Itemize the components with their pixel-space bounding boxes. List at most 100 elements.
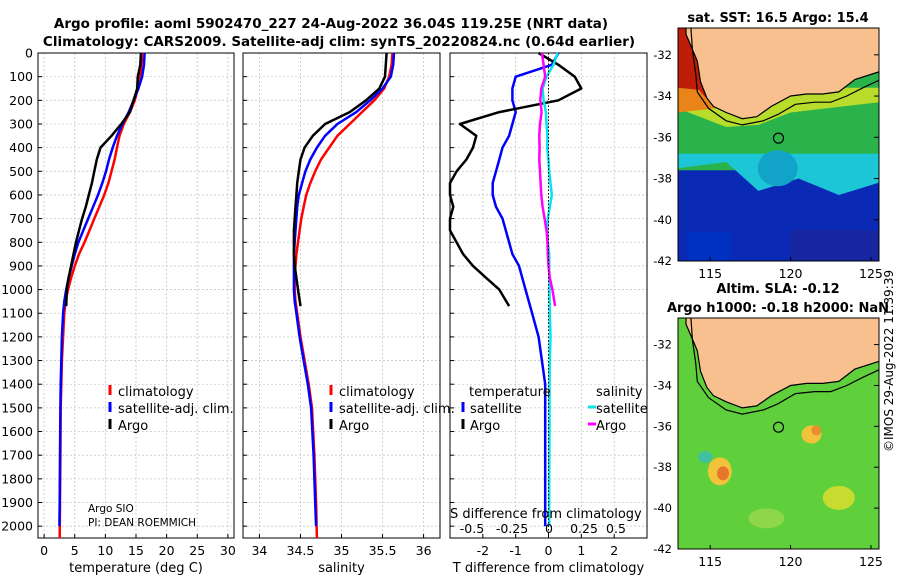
temperature-xtick-label: 15 [128, 543, 144, 558]
temperature-legend-label: satellite-adj. clim. [118, 402, 234, 417]
salinity-xtick-label: 34.5 [287, 543, 315, 558]
sst_map-ytick-label: -34 [653, 89, 672, 103]
sst_map-ytick-label: -32 [653, 48, 672, 62]
sla-hot-core-2 [811, 425, 822, 436]
depth-tick-label: 1800 [1, 471, 33, 486]
depth-tick-label: 500 [9, 164, 33, 179]
sst_map-ytick-label: -40 [653, 213, 672, 227]
difference-legend-s-title: salinity [596, 385, 643, 400]
temperature-series-argo [64, 52, 143, 307]
difference-xlabel: T difference from climatology [452, 561, 645, 576]
sst_map-shelf-contour [690, 28, 879, 126]
depth-tick-label: 2000 [1, 519, 33, 534]
depth-tick-label: 0 [25, 46, 33, 61]
salinity-legend-label: satellite-adj. clim. [339, 402, 455, 417]
salinity-xlabel: salinity [318, 561, 365, 576]
depth-tick-label: 300 [9, 116, 33, 131]
temperature-xtick-label: 20 [159, 543, 175, 558]
sla_map-ytick-label: -32 [653, 338, 672, 352]
difference-xtick-label: 2 [610, 543, 618, 558]
difference-legend-s-label: Argo [596, 419, 626, 434]
temperature-xtick-label: 30 [220, 543, 236, 558]
sst-west-blue [687, 232, 732, 261]
sst_map-xtick-label: 115 [698, 266, 722, 281]
salinity-xtick-label: 35.5 [369, 543, 397, 558]
salinity-xtick-label: 34 [251, 543, 267, 558]
sst-orange [678, 87, 715, 113]
sst_map-ytick-label: -36 [653, 130, 672, 144]
sla_map-field [678, 318, 879, 549]
sst_map-xtick-label: 125 [859, 266, 883, 281]
salinity-legend-label: Argo [339, 419, 369, 434]
annotation-pi: PI: DEAN ROEMMICH [88, 517, 196, 529]
difference-s-axis-label: S difference from climatology [450, 507, 642, 522]
depth-tick-label: 1000 [1, 282, 33, 297]
sla_map-xtick-label: 115 [698, 554, 722, 569]
temperature-legend-label: climatology [118, 385, 194, 400]
sla_map-ytick-label: -36 [653, 419, 672, 433]
salinity-series-satellite-adj-clim- [292, 52, 396, 527]
depth-tick-label: 1200 [1, 329, 33, 344]
salinity-series-climatology [293, 52, 394, 539]
sla_map-shelf-contour [690, 318, 879, 415]
sst-map-title: sat. SST: 16.5 Argo: 15.4 [687, 11, 868, 26]
temperature-legend-label: Argo [118, 419, 148, 434]
salinity-xtick-label: 36 [416, 543, 432, 558]
sla-hot-core [717, 466, 730, 481]
sst_map-ytick-label: -38 [653, 172, 672, 186]
difference-series-salinity-argo [538, 52, 557, 307]
depth-tick-label: 1900 [1, 495, 33, 510]
depth-tick-label: 1400 [1, 377, 33, 392]
sst_map-field [678, 28, 879, 261]
temperature-xtick-label: 10 [97, 543, 113, 558]
depth-tick-label: 1300 [1, 353, 33, 368]
depth-tick-label: 900 [9, 258, 33, 273]
depth-tick-label: 200 [9, 93, 33, 108]
sla_map-land [685, 318, 879, 409]
sst_map-ytick-label: -42 [653, 254, 672, 268]
sla-cool-blob [698, 451, 713, 464]
depth-tick-label: 400 [9, 140, 33, 155]
difference-s-tick-label: 0.25 [570, 521, 598, 536]
depth-tick-label: 700 [9, 211, 33, 226]
imos-credit: ©IMOS 29-Aug-2022 11:39:39 [882, 270, 896, 452]
depth-tick-label: 1500 [1, 400, 33, 415]
difference-xtick-label: -2 [477, 543, 489, 558]
difference-legend-s-label: satellite [596, 402, 648, 417]
depth-tick-label: 800 [9, 235, 33, 250]
sla-map-title-1: Altim. SLA: -0.12 [716, 282, 839, 297]
difference-legend-t-label: satellite [470, 402, 522, 417]
difference-series-temperature-argo [448, 51, 583, 307]
difference-s-tick-label: -0.25 [496, 521, 528, 536]
temperature-xtick-label: 25 [189, 543, 205, 558]
depth-tick-label: 1600 [1, 424, 33, 439]
depth-tick-label: 600 [9, 187, 33, 202]
depth-tick-label: 100 [9, 69, 33, 84]
sla-map-title-2: Argo h1000: -0.18 h2000: NaN [667, 301, 889, 316]
difference-s-tick-label: 0.5 [606, 521, 626, 536]
title-line-2: Climatology: CARS2009. Satellite-adj cli… [43, 34, 635, 50]
sst_map-profile-marker [772, 132, 785, 144]
salinity-series-argo [292, 52, 388, 307]
sla-yellow-blob [822, 485, 855, 510]
salinity-legend-label: climatology [339, 385, 415, 400]
sla_map-xtick-label: 125 [859, 554, 883, 569]
temperature-xtick-label: 0 [40, 543, 48, 558]
sla-blob-3 [748, 508, 785, 529]
title-line-1: Argo profile: aoml 5902470_227 24-Aug-20… [54, 16, 608, 32]
annotation-argo-sio: Argo SIO [88, 503, 134, 515]
salinity-xtick-label: 35 [334, 543, 350, 558]
sla_map-ytick-label: -42 [653, 542, 672, 556]
sla_map-frame [677, 317, 880, 550]
difference-xtick-label: 0 [545, 543, 553, 558]
difference-series-temperature-satellite [491, 52, 560, 527]
sst-south-blue [790, 230, 879, 261]
difference-s-tick-label: -0.5 [460, 521, 484, 536]
difference-legend-t-label: Argo [470, 419, 500, 434]
sla_map-ytick-label: -38 [653, 460, 672, 474]
difference-legend-t-title: temperature [469, 385, 551, 400]
temperature-xlabel: temperature (deg C) [69, 561, 203, 576]
difference-xtick-label: 1 [577, 543, 585, 558]
sla_map-ytick-label: -40 [653, 501, 672, 515]
